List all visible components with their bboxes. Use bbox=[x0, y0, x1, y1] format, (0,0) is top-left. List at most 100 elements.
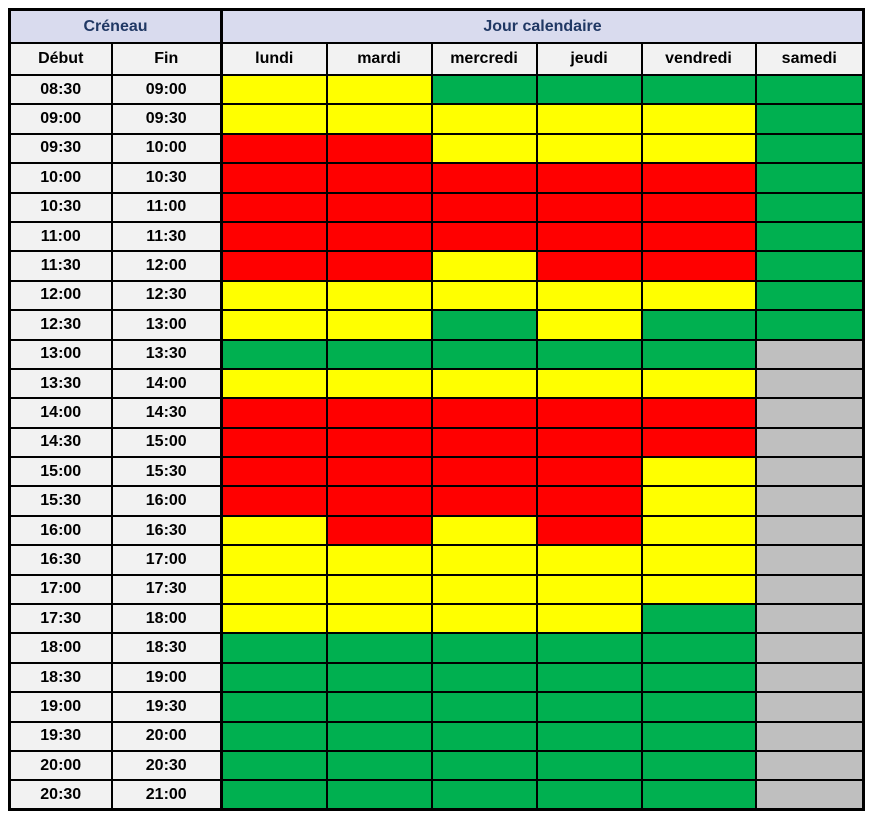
slot-cell-lundi-11:30[interactable] bbox=[220, 250, 328, 282]
slot-cell-jeudi-18:30[interactable] bbox=[535, 661, 643, 694]
slot-cell-mercredi-16:30[interactable] bbox=[430, 544, 538, 576]
slot-cell-mardi-19:30[interactable] bbox=[325, 720, 433, 752]
slot-cell-vendredi-19:30[interactable] bbox=[640, 720, 757, 752]
slot-cell-vendredi-15:00[interactable] bbox=[640, 456, 757, 488]
slot-cell-mercredi-10:00[interactable] bbox=[430, 162, 538, 194]
slot-cell-lundi-12:30[interactable] bbox=[220, 309, 328, 341]
slot-cell-mardi-17:00[interactable] bbox=[325, 573, 433, 606]
slot-cell-jeudi-13:30[interactable] bbox=[535, 367, 643, 400]
slot-cell-samedi-12:00[interactable] bbox=[754, 279, 865, 312]
slot-cell-mardi-20:00[interactable] bbox=[325, 749, 433, 782]
slot-cell-mardi-11:30[interactable] bbox=[325, 250, 433, 282]
slot-cell-mardi-19:00[interactable] bbox=[325, 691, 433, 723]
slot-cell-mardi-08:30[interactable] bbox=[325, 73, 433, 106]
slot-cell-mardi-14:30[interactable] bbox=[325, 426, 433, 459]
slot-cell-mercredi-20:30[interactable] bbox=[430, 779, 538, 811]
slot-cell-mardi-09:30[interactable] bbox=[325, 132, 433, 165]
slot-cell-jeudi-12:00[interactable] bbox=[535, 279, 643, 312]
slot-cell-vendredi-13:00[interactable] bbox=[640, 338, 757, 370]
slot-cell-vendredi-20:30[interactable] bbox=[640, 779, 757, 811]
slot-cell-mardi-11:00[interactable] bbox=[325, 220, 433, 253]
slot-cell-mercredi-12:30[interactable] bbox=[430, 309, 538, 341]
slot-cell-jeudi-14:30[interactable] bbox=[535, 426, 643, 459]
slot-cell-mercredi-19:00[interactable] bbox=[430, 691, 538, 723]
slot-cell-mercredi-16:00[interactable] bbox=[430, 514, 538, 547]
slot-cell-jeudi-18:00[interactable] bbox=[535, 632, 643, 664]
slot-cell-jeudi-09:30[interactable] bbox=[535, 132, 643, 165]
slot-cell-lundi-19:30[interactable] bbox=[220, 720, 328, 752]
slot-cell-vendredi-20:00[interactable] bbox=[640, 749, 757, 782]
slot-cell-lundi-18:00[interactable] bbox=[220, 632, 328, 664]
slot-cell-lundi-12:00[interactable] bbox=[220, 279, 328, 312]
slot-cell-lundi-10:00[interactable] bbox=[220, 162, 328, 194]
slot-cell-samedi-10:30[interactable] bbox=[754, 191, 865, 223]
slot-cell-jeudi-19:30[interactable] bbox=[535, 720, 643, 752]
slot-cell-jeudi-19:00[interactable] bbox=[535, 691, 643, 723]
slot-cell-jeudi-15:30[interactable] bbox=[535, 485, 643, 517]
slot-cell-vendredi-14:30[interactable] bbox=[640, 426, 757, 459]
slot-cell-mardi-13:30[interactable] bbox=[325, 367, 433, 400]
slot-cell-mercredi-10:30[interactable] bbox=[430, 191, 538, 223]
slot-cell-mardi-18:00[interactable] bbox=[325, 632, 433, 664]
slot-cell-samedi-08:30[interactable] bbox=[754, 73, 865, 106]
slot-cell-vendredi-17:00[interactable] bbox=[640, 573, 757, 606]
slot-cell-lundi-20:00[interactable] bbox=[220, 749, 328, 782]
slot-cell-lundi-14:00[interactable] bbox=[220, 397, 328, 429]
slot-cell-mercredi-13:30[interactable] bbox=[430, 367, 538, 400]
slot-cell-lundi-11:00[interactable] bbox=[220, 220, 328, 253]
slot-cell-jeudi-20:00[interactable] bbox=[535, 749, 643, 782]
slot-cell-mardi-10:30[interactable] bbox=[325, 191, 433, 223]
slot-cell-samedi-20:00[interactable] bbox=[754, 749, 865, 782]
slot-cell-jeudi-20:30[interactable] bbox=[535, 779, 643, 811]
slot-cell-jeudi-12:30[interactable] bbox=[535, 309, 643, 341]
slot-cell-mercredi-15:30[interactable] bbox=[430, 485, 538, 517]
slot-cell-jeudi-16:30[interactable] bbox=[535, 544, 643, 576]
slot-cell-mercredi-11:00[interactable] bbox=[430, 220, 538, 253]
slot-cell-mercredi-09:00[interactable] bbox=[430, 103, 538, 135]
slot-cell-samedi-17:30[interactable] bbox=[754, 603, 865, 635]
slot-cell-mardi-09:00[interactable] bbox=[325, 103, 433, 135]
slot-cell-mercredi-12:00[interactable] bbox=[430, 279, 538, 312]
slot-cell-vendredi-10:30[interactable] bbox=[640, 191, 757, 223]
slot-cell-lundi-15:30[interactable] bbox=[220, 485, 328, 517]
slot-cell-lundi-14:30[interactable] bbox=[220, 426, 328, 459]
slot-cell-mardi-16:30[interactable] bbox=[325, 544, 433, 576]
slot-cell-mercredi-18:30[interactable] bbox=[430, 661, 538, 694]
slot-cell-mercredi-19:30[interactable] bbox=[430, 720, 538, 752]
slot-cell-vendredi-10:00[interactable] bbox=[640, 162, 757, 194]
slot-cell-vendredi-15:30[interactable] bbox=[640, 485, 757, 517]
slot-cell-mardi-16:00[interactable] bbox=[325, 514, 433, 547]
slot-cell-lundi-13:00[interactable] bbox=[220, 338, 328, 370]
slot-cell-mercredi-08:30[interactable] bbox=[430, 73, 538, 106]
slot-cell-vendredi-13:30[interactable] bbox=[640, 367, 757, 400]
slot-cell-vendredi-11:00[interactable] bbox=[640, 220, 757, 253]
slot-cell-lundi-17:30[interactable] bbox=[220, 603, 328, 635]
slot-cell-lundi-13:30[interactable] bbox=[220, 367, 328, 400]
slot-cell-mercredi-20:00[interactable] bbox=[430, 749, 538, 782]
slot-cell-samedi-11:30[interactable] bbox=[754, 250, 865, 282]
slot-cell-vendredi-12:30[interactable] bbox=[640, 309, 757, 341]
slot-cell-lundi-10:30[interactable] bbox=[220, 191, 328, 223]
slot-cell-mercredi-13:00[interactable] bbox=[430, 338, 538, 370]
slot-cell-jeudi-15:00[interactable] bbox=[535, 456, 643, 488]
slot-cell-lundi-18:30[interactable] bbox=[220, 661, 328, 694]
slot-cell-samedi-14:30[interactable] bbox=[754, 426, 865, 459]
slot-cell-mardi-20:30[interactable] bbox=[325, 779, 433, 811]
slot-cell-samedi-14:00[interactable] bbox=[754, 397, 865, 429]
slot-cell-vendredi-09:30[interactable] bbox=[640, 132, 757, 165]
slot-cell-jeudi-09:00[interactable] bbox=[535, 103, 643, 135]
slot-cell-mardi-17:30[interactable] bbox=[325, 603, 433, 635]
slot-cell-lundi-09:00[interactable] bbox=[220, 103, 328, 135]
slot-cell-lundi-16:30[interactable] bbox=[220, 544, 328, 576]
slot-cell-jeudi-13:00[interactable] bbox=[535, 338, 643, 370]
slot-cell-samedi-18:30[interactable] bbox=[754, 661, 865, 694]
slot-cell-samedi-15:30[interactable] bbox=[754, 485, 865, 517]
slot-cell-jeudi-10:00[interactable] bbox=[535, 162, 643, 194]
slot-cell-mardi-12:00[interactable] bbox=[325, 279, 433, 312]
slot-cell-samedi-12:30[interactable] bbox=[754, 309, 865, 341]
slot-cell-mercredi-17:00[interactable] bbox=[430, 573, 538, 606]
slot-cell-samedi-13:30[interactable] bbox=[754, 367, 865, 400]
slot-cell-lundi-15:00[interactable] bbox=[220, 456, 328, 488]
slot-cell-samedi-15:00[interactable] bbox=[754, 456, 865, 488]
slot-cell-mercredi-14:30[interactable] bbox=[430, 426, 538, 459]
